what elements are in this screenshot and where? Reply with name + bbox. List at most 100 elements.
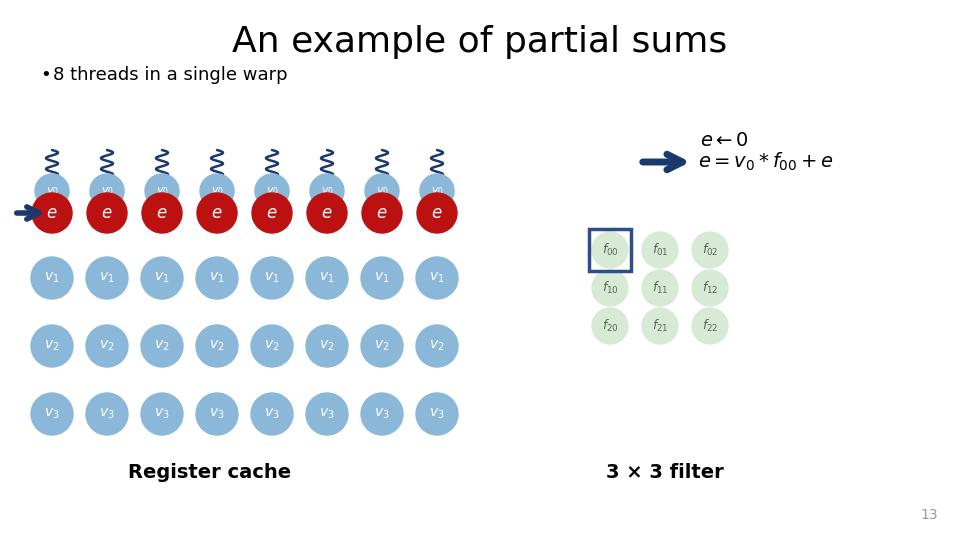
Circle shape (251, 257, 293, 299)
Circle shape (32, 193, 72, 233)
Circle shape (592, 232, 628, 268)
Circle shape (642, 232, 678, 268)
Circle shape (592, 270, 628, 306)
Text: 1: 1 (115, 186, 124, 200)
Text: $v_{3}$: $v_{3}$ (99, 407, 115, 421)
Circle shape (416, 257, 458, 299)
Text: $e$: $e$ (266, 204, 277, 222)
Text: $v_{1}$: $v_{1}$ (264, 271, 279, 285)
Text: 8 threads in a single warp: 8 threads in a single warp (53, 66, 288, 84)
Text: $v_{2}$: $v_{2}$ (44, 339, 60, 353)
Circle shape (141, 257, 183, 299)
Text: $f_{11}$: $f_{11}$ (652, 280, 668, 296)
Text: $v_{2}$: $v_{2}$ (209, 339, 225, 353)
Text: $v_0$: $v_0$ (321, 185, 333, 197)
Circle shape (692, 308, 728, 344)
Text: 3: 3 (225, 186, 233, 200)
Text: $e$: $e$ (322, 204, 333, 222)
Text: $v_{1}$: $v_{1}$ (209, 271, 225, 285)
Text: $v_{1}$: $v_{1}$ (429, 271, 444, 285)
Text: $v_0$: $v_0$ (101, 185, 113, 197)
Text: $v_{3}$: $v_{3}$ (155, 407, 170, 421)
Text: $v_0$: $v_0$ (156, 185, 168, 197)
Text: 5: 5 (335, 186, 344, 200)
Text: 3 × 3 filter: 3 × 3 filter (606, 462, 724, 482)
Circle shape (361, 393, 403, 435)
Text: $e = v_0 * f_{00} + e$: $e = v_0 * f_{00} + e$ (698, 151, 834, 173)
Text: $v_0$: $v_0$ (430, 185, 444, 197)
Text: $v_{2}$: $v_{2}$ (374, 339, 390, 353)
Text: An example of partial sums: An example of partial sums (232, 25, 728, 59)
Circle shape (306, 257, 348, 299)
Text: $v_{3}$: $v_{3}$ (374, 407, 390, 421)
Text: $e$: $e$ (101, 204, 112, 222)
Text: 13: 13 (921, 508, 938, 522)
Text: $v_{2}$: $v_{2}$ (99, 339, 114, 353)
Circle shape (361, 325, 403, 367)
Text: $v_{3}$: $v_{3}$ (209, 407, 225, 421)
Circle shape (200, 174, 234, 208)
Circle shape (642, 270, 678, 306)
Circle shape (417, 193, 457, 233)
Text: $v_{1}$: $v_{1}$ (44, 271, 60, 285)
Text: $e$: $e$ (431, 204, 443, 222)
Text: $v_{3}$: $v_{3}$ (264, 407, 279, 421)
Text: 2: 2 (170, 186, 179, 200)
Circle shape (362, 193, 402, 233)
Circle shape (252, 193, 292, 233)
Text: $f_{00}$: $f_{00}$ (602, 242, 618, 258)
Text: 4: 4 (280, 186, 289, 200)
Circle shape (416, 393, 458, 435)
Circle shape (642, 308, 678, 344)
Text: $v_{2}$: $v_{2}$ (155, 339, 170, 353)
Text: $v_0$: $v_0$ (266, 185, 278, 197)
Circle shape (35, 174, 69, 208)
Circle shape (31, 325, 73, 367)
Text: $v_{3}$: $v_{3}$ (44, 407, 60, 421)
Text: $f_{20}$: $f_{20}$ (602, 318, 618, 334)
Circle shape (90, 174, 124, 208)
Text: $v_{1}$: $v_{1}$ (99, 271, 115, 285)
Circle shape (592, 308, 628, 344)
Circle shape (251, 325, 293, 367)
Circle shape (86, 257, 128, 299)
Circle shape (87, 193, 127, 233)
Text: 6: 6 (390, 186, 398, 200)
Text: $f_{01}$: $f_{01}$ (652, 242, 668, 258)
Circle shape (416, 325, 458, 367)
Circle shape (196, 257, 238, 299)
Circle shape (86, 325, 128, 367)
Circle shape (692, 232, 728, 268)
Text: $v_{3}$: $v_{3}$ (429, 407, 444, 421)
Circle shape (361, 257, 403, 299)
Circle shape (196, 393, 238, 435)
Text: $v_{2}$: $v_{2}$ (264, 339, 279, 353)
Text: $v_{2}$: $v_{2}$ (429, 339, 444, 353)
Circle shape (365, 174, 399, 208)
Circle shape (307, 193, 347, 233)
Text: $v_{1}$: $v_{1}$ (155, 271, 170, 285)
Text: 7: 7 (445, 186, 454, 200)
Text: $v_{1}$: $v_{1}$ (374, 271, 390, 285)
Text: $v_{3}$: $v_{3}$ (320, 407, 335, 421)
Text: $v_0$: $v_0$ (375, 185, 389, 197)
Text: $e \leftarrow 0$: $e \leftarrow 0$ (700, 131, 749, 150)
Circle shape (196, 325, 238, 367)
Circle shape (31, 393, 73, 435)
Text: $e$: $e$ (376, 204, 388, 222)
Text: $e$: $e$ (156, 204, 168, 222)
Circle shape (197, 193, 237, 233)
Circle shape (255, 174, 289, 208)
Circle shape (141, 325, 183, 367)
Text: $e$: $e$ (211, 204, 223, 222)
Text: $f_{12}$: $f_{12}$ (702, 280, 718, 296)
Text: $f_{22}$: $f_{22}$ (702, 318, 718, 334)
Text: $f_{21}$: $f_{21}$ (652, 318, 668, 334)
Text: $e$: $e$ (46, 204, 58, 222)
Text: $v_{1}$: $v_{1}$ (320, 271, 335, 285)
Circle shape (141, 393, 183, 435)
Text: $v_0$: $v_0$ (45, 185, 59, 197)
Text: $v_0$: $v_0$ (210, 185, 224, 197)
Circle shape (86, 393, 128, 435)
Circle shape (31, 257, 73, 299)
